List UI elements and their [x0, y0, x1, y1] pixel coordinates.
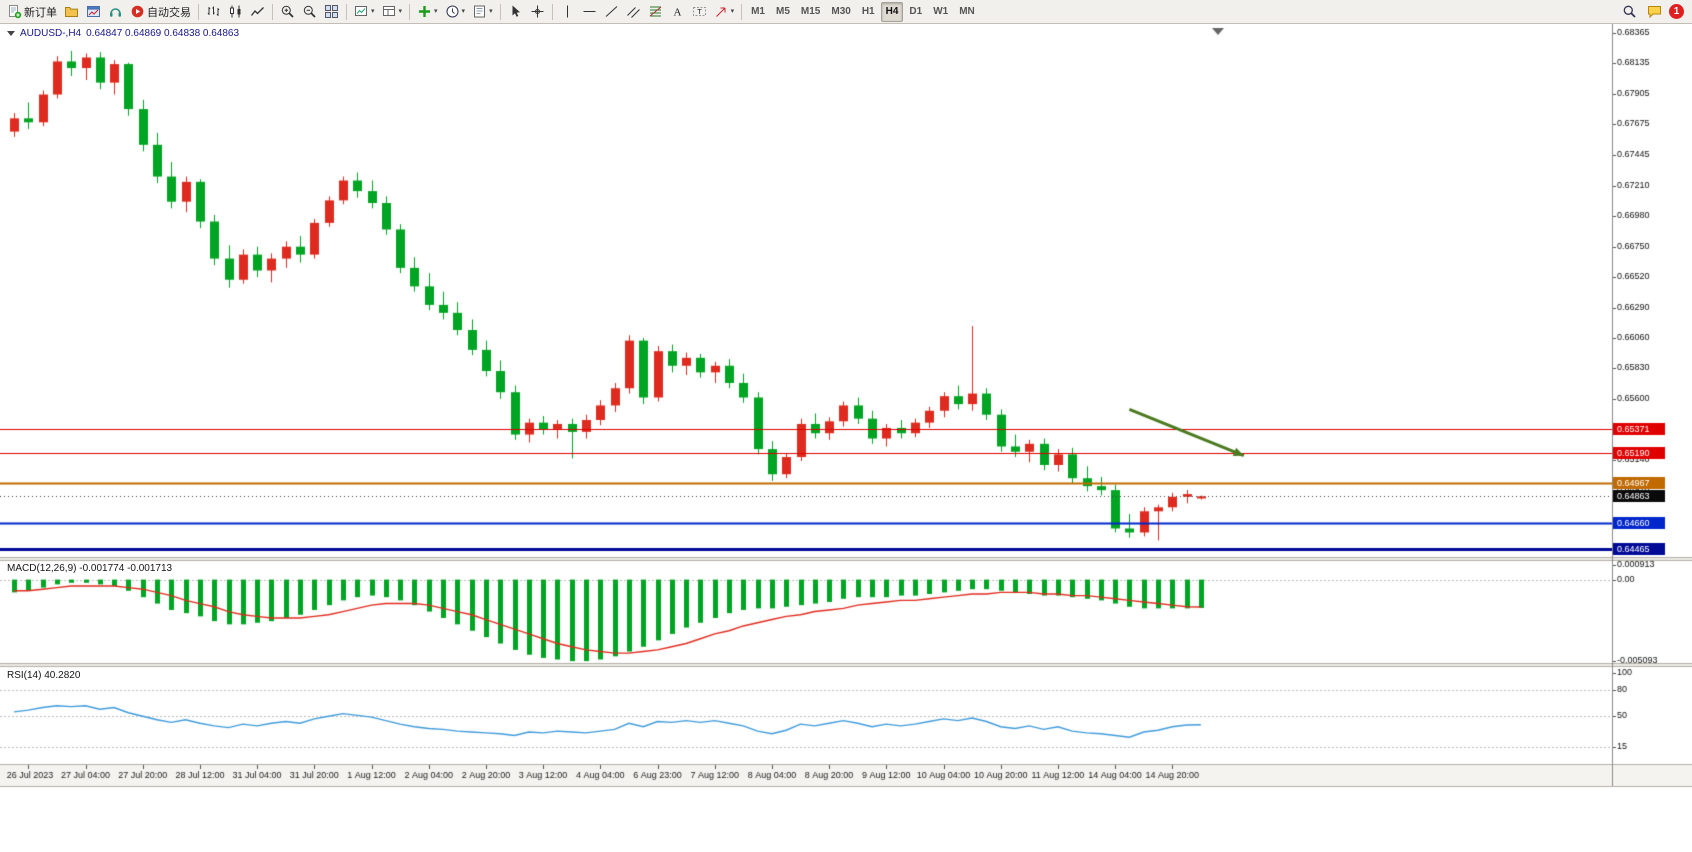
new-chart-icon [355, 6, 367, 16]
notification-badge[interactable]: 1 [1669, 4, 1684, 19]
line-chart-button[interactable] [247, 2, 268, 22]
channel-button[interactable] [623, 2, 644, 22]
candlestick-chart-button[interactable] [225, 2, 246, 22]
svg-text:A: A [673, 7, 681, 19]
price-chart-canvas[interactable] [0, 24, 1692, 852]
shapes-button[interactable]: ▾ [711, 2, 738, 22]
timeframe-m30-button[interactable]: M30 [831, 6, 851, 17]
timeframe-group: M1 M5 M15 M30 H1 H4 D1 W1 MN [746, 1, 980, 22]
dropdown-caret-icon: ▾ [371, 8, 375, 15]
horizontal-line-button[interactable] [579, 2, 600, 22]
line-chart-icon [250, 7, 264, 16]
dropdown-caret-icon: ▾ [461, 8, 466, 15]
market-button[interactable] [105, 2, 126, 22]
chart-profiles-icon [382, 6, 395, 16]
text-icon: A [673, 7, 681, 19]
periods-button[interactable]: ▾ [442, 2, 469, 22]
bar-chart-icon [207, 6, 220, 16]
text-button[interactable]: A [667, 2, 688, 22]
channel-icon [626, 7, 640, 18]
chat-button[interactable] [1644, 2, 1665, 22]
profiles-folder-icon [65, 7, 78, 17]
auto-trading-icon [131, 5, 144, 18]
new-chart-button[interactable]: ▾ [351, 2, 378, 22]
trendline-button[interactable] [601, 2, 622, 22]
chat-bubble-icon [1648, 6, 1661, 19]
bar-chart-button[interactable] [203, 2, 224, 22]
zoom-in-button[interactable] [277, 2, 298, 22]
add-indicator-button[interactable]: ▾ [414, 2, 441, 22]
vertical-line-icon [566, 5, 568, 18]
profiles-button[interactable] [61, 2, 82, 22]
fibonacci-icon [649, 6, 661, 17]
dropdown-caret-icon: ▾ [398, 8, 403, 15]
timeframe-h4-button[interactable]: H4 [880, 1, 904, 22]
toolbar-separator [409, 3, 411, 20]
timeframe-m15-button[interactable]: M15 [800, 6, 821, 17]
new-order-button[interactable]: 新订单 [4, 2, 60, 22]
dropdown-caret-icon: ▾ [434, 8, 438, 15]
timeframe-d1-button[interactable]: D1 [909, 6, 923, 17]
cursor-icon [512, 5, 520, 17]
toolbar-separator [551, 3, 553, 20]
chart-profiles-button[interactable]: ▾ [379, 2, 406, 22]
toolbar-separator [499, 3, 501, 20]
crosshair-icon [531, 5, 544, 18]
cursor-button[interactable] [505, 2, 526, 22]
label-button[interactable]: T [689, 2, 710, 22]
timeframe-m1-button[interactable]: M1 [751, 6, 765, 17]
arrow-shape-icon [715, 7, 726, 17]
tile-windows-icon [325, 5, 338, 18]
vertical-line-button[interactable] [557, 2, 578, 22]
tile-windows-button[interactable] [321, 2, 342, 22]
new-order-label: 新订单 [24, 6, 57, 19]
timeframe-m5-button[interactable]: M5 [776, 6, 790, 17]
fibonacci-button[interactable] [645, 2, 666, 22]
toolbar-separator [741, 3, 743, 20]
zoom-in-icon [281, 5, 294, 18]
horizontal-line-icon [583, 11, 596, 12]
dropdown-caret-icon: ▾ [730, 8, 735, 15]
add-indicator-icon [419, 6, 431, 17]
toolbar-separator [198, 3, 199, 20]
dropdown-caret-icon: ▾ [489, 8, 493, 15]
svg-text:T: T [697, 7, 702, 16]
label-icon: T [692, 7, 706, 16]
timeframe-w1-button[interactable]: W1 [933, 6, 949, 17]
charts-window-button[interactable] [83, 2, 104, 22]
chart-window-icon [87, 6, 100, 17]
toolbar-right-group: 1 [1619, 2, 1688, 22]
toolbar-separator [346, 3, 347, 20]
main-toolbar: 新订单 自动交易 [0, 0, 1692, 24]
timeframe-h1-button[interactable]: H1 [861, 6, 875, 17]
template-icon [474, 5, 486, 18]
templates-button[interactable]: ▾ [469, 2, 496, 22]
timeframe-mn-button[interactable]: MN [959, 6, 975, 17]
zoom-out-button[interactable] [299, 2, 320, 22]
trendline-icon [605, 6, 617, 17]
new-order-icon [9, 5, 22, 19]
headphones-icon [110, 8, 121, 17]
toolbar-separator [272, 3, 273, 20]
candlestick-chart-icon [230, 5, 241, 18]
search-button[interactable] [1619, 2, 1640, 22]
search-icon [1623, 5, 1636, 18]
crosshair-button[interactable] [527, 2, 548, 22]
clock-icon [446, 5, 459, 18]
zoom-out-icon [303, 5, 316, 18]
auto-trading-label: 自动交易 [147, 6, 191, 19]
auto-trading-button[interactable]: 自动交易 [127, 2, 194, 22]
